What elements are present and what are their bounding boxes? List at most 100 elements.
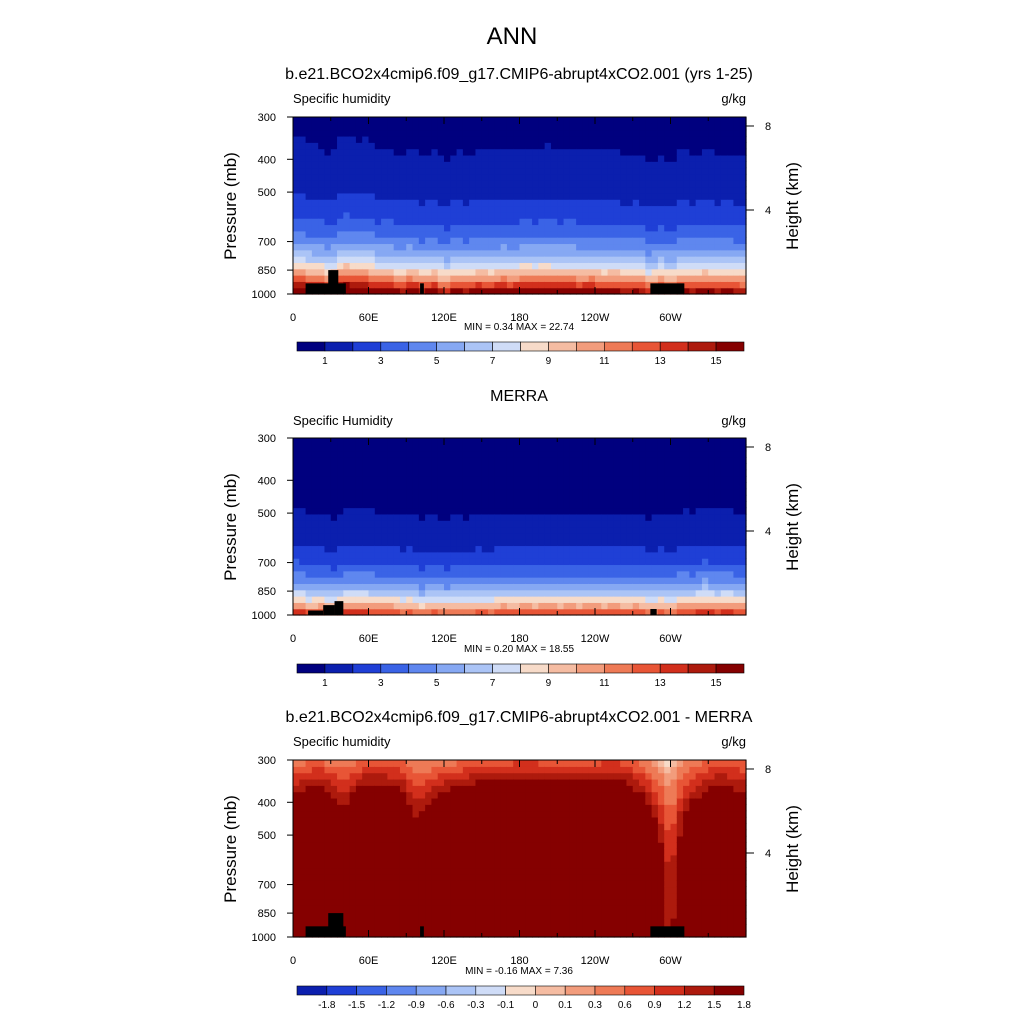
- contour-cell: [349, 224, 357, 232]
- contour-cell: [532, 583, 539, 591]
- contour-cell: [362, 911, 370, 919]
- contour-cell: [607, 148, 615, 156]
- contour-cell: [456, 785, 464, 793]
- contour-cell: [469, 924, 477, 932]
- contour-cell: [670, 494, 678, 502]
- contour-cell: [318, 262, 326, 270]
- contour-cell: [381, 135, 388, 143]
- contour-cell: [720, 161, 728, 169]
- contour-cell: [550, 211, 558, 219]
- contour-cell: [469, 526, 477, 534]
- contour-cell: [626, 532, 634, 540]
- contour-cell: [355, 880, 363, 888]
- contour-cell: [337, 848, 344, 856]
- variable-label: Specific humidity: [293, 91, 391, 106]
- contour-cell: [689, 281, 697, 289]
- contour-cell: [670, 602, 678, 610]
- contour-cell: [406, 281, 414, 289]
- contour-cell: [418, 526, 426, 534]
- contour-cell: [418, 596, 426, 603]
- contour-cell: [399, 766, 407, 774]
- contour-cell: [500, 230, 508, 238]
- contour-cell: [381, 772, 388, 780]
- contour-cell: [582, 117, 590, 124]
- contour-cell: [305, 117, 313, 124]
- contour-cell: [387, 281, 395, 289]
- contour-cell: [607, 456, 615, 464]
- contour-cell: [412, 268, 420, 276]
- contour-cell: [475, 450, 483, 458]
- contour-cell: [337, 211, 344, 219]
- contour-cell: [387, 539, 395, 547]
- contour-cell: [626, 507, 634, 515]
- contour-cell: [733, 438, 741, 445]
- contour-cell: [431, 804, 439, 812]
- contour-cell: [626, 224, 634, 232]
- contour-cell: [595, 589, 602, 597]
- contour-cell: [689, 142, 697, 150]
- contour-cell: [299, 117, 307, 124]
- contour-cell: [557, 602, 565, 610]
- contour-cell: [720, 450, 728, 458]
- contour-cell: [475, 513, 483, 521]
- contour-cell: [626, 167, 634, 175]
- contour-cell: [739, 135, 747, 143]
- contour-cell: [318, 848, 326, 856]
- contour-cell: [355, 180, 363, 188]
- x-tick-label: 60E: [359, 312, 379, 324]
- contour-cell: [538, 186, 546, 194]
- contour-cell: [456, 262, 464, 270]
- contour-cell: [613, 608, 621, 616]
- contour-cell: [406, 192, 414, 200]
- contour-cell: [670, 558, 678, 566]
- contour-cell: [318, 186, 326, 194]
- contour-cell: [494, 180, 502, 188]
- contour-cell: [318, 444, 326, 452]
- x-tick-label: 60E: [359, 633, 379, 645]
- contour-cell: [406, 880, 414, 888]
- contour-cell: [318, 469, 326, 477]
- contour-cell: [355, 475, 363, 483]
- contour-cell: [469, 488, 477, 496]
- contour-cell: [355, 501, 363, 509]
- contour-cell: [513, 570, 521, 578]
- contour-cell: [481, 148, 489, 156]
- contour-cell: [626, 281, 634, 289]
- contour-cell: [418, 513, 426, 521]
- contour-cell: [689, 275, 697, 282]
- colorbar: 1 3 5 7 9 11 13 15: [296, 341, 745, 367]
- contour-cell: [311, 892, 319, 900]
- contour-cell: [733, 602, 741, 610]
- contour-cell: [355, 545, 363, 553]
- contour-cell: [337, 142, 344, 150]
- contour-cell: [481, 608, 489, 616]
- contour-cell: [355, 785, 363, 793]
- contour-cell: [538, 456, 546, 464]
- contour-cell: [739, 438, 747, 445]
- contour-cell: [494, 199, 502, 207]
- contour-cell: [569, 186, 577, 194]
- contour-cell: [739, 287, 747, 295]
- contour-cell: [500, 456, 508, 464]
- contour-cell: [293, 905, 300, 913]
- contour-cell: [513, 161, 521, 169]
- contour-cell: [576, 482, 584, 490]
- contour-cell: [299, 281, 307, 289]
- contour-cell: [620, 180, 628, 188]
- contour-cell: [381, 924, 388, 932]
- contour-cell: [462, 778, 470, 786]
- contour-cell: [399, 886, 407, 894]
- contour-cell: [444, 192, 451, 200]
- contour-cell: [701, 551, 709, 559]
- contour-cell: [557, 180, 565, 188]
- contour-cell: [739, 539, 747, 547]
- contour-cell: [588, 211, 596, 219]
- contour-cell: [425, 482, 433, 490]
- contour-cell: [632, 608, 640, 616]
- contour-cell: [381, 281, 388, 289]
- contour-cell: [399, 142, 407, 150]
- colorbar-swatch: [687, 341, 717, 352]
- contour-cell: [469, 456, 477, 464]
- contour-cell: [425, 804, 433, 812]
- contour-cell: [412, 596, 420, 603]
